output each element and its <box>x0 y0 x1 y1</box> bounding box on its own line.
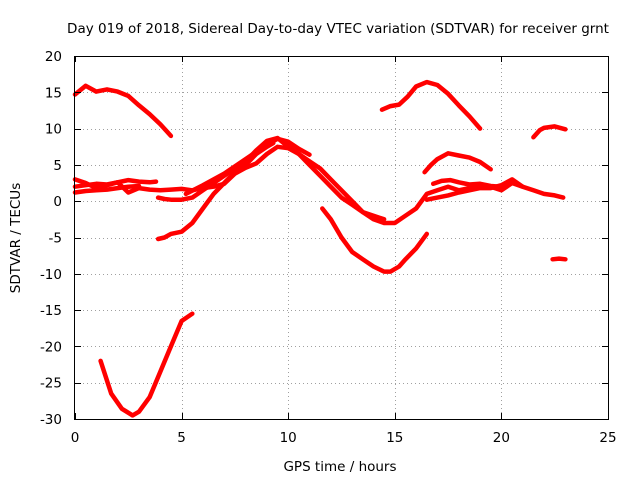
series-line-s15 <box>550 256 568 262</box>
y-tick-label: -25 <box>40 376 62 392</box>
y-tick-label: 15 <box>45 85 62 101</box>
y-tick-label: 5 <box>53 158 62 174</box>
ticks <box>75 56 609 420</box>
y-tick-label: -10 <box>40 267 62 283</box>
y-tick-label: -30 <box>40 412 62 428</box>
x-tick-label: 0 <box>71 430 80 446</box>
x-tick-labels: 0 5 10 15 20 25 <box>71 430 617 446</box>
series-line-s8 <box>183 136 312 197</box>
series-line-s5 <box>72 183 142 195</box>
series-line-s10 <box>379 79 483 131</box>
x-tick-label: 10 <box>280 430 297 446</box>
series-line-s9 <box>320 206 430 274</box>
series-line-s14 <box>531 124 568 140</box>
chart-title: Day 019 of 2018, Sidereal Day-to-day VTE… <box>67 21 609 37</box>
x-tick-label: 20 <box>493 430 510 446</box>
y-tick-label: 0 <box>53 194 62 210</box>
y-axis-label: SDTVAR / TECUs <box>8 183 24 293</box>
series-line-s13 <box>430 177 504 189</box>
y-tick-label: 20 <box>45 49 62 65</box>
series-line-s2 <box>98 311 195 418</box>
y-tick-label: -15 <box>40 303 62 319</box>
plot-frame <box>74 56 609 420</box>
x-tick-label: 15 <box>386 430 403 446</box>
y-tick-label: -20 <box>40 339 62 355</box>
y-tick-label: -5 <box>49 231 62 247</box>
x-axis-label: GPS time / hours <box>283 459 396 475</box>
x-tick-label: 25 <box>599 430 616 446</box>
x-tick-label: 5 <box>177 430 186 446</box>
series-group <box>72 79 568 418</box>
series-line-s7 <box>155 135 387 222</box>
y-tick-labels: -30 -25 -20 -15 -10 -5 0 5 10 15 20 <box>40 49 62 428</box>
y-tick-label: 10 <box>45 122 62 138</box>
series-line-s11 <box>422 151 493 175</box>
series-line-s12 <box>424 177 525 202</box>
series-line-s1 <box>72 83 174 139</box>
